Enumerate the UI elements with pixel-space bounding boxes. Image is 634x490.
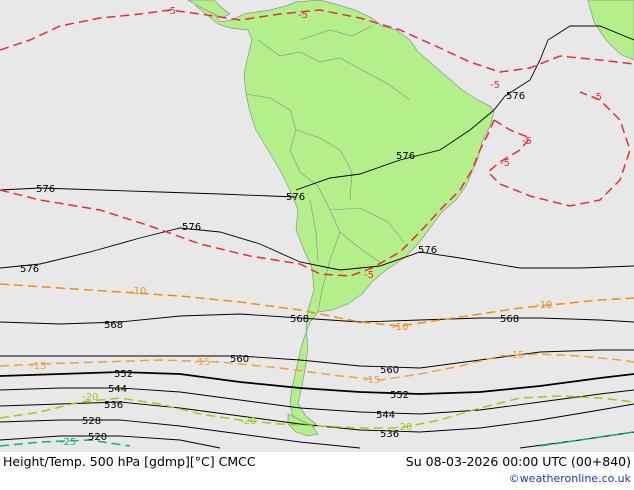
height-label: 552 xyxy=(114,369,133,380)
temp-label: -5 xyxy=(166,6,176,17)
temp-label: -20 xyxy=(396,422,412,433)
contour-544 xyxy=(0,387,634,415)
temp-label: -10 xyxy=(536,300,552,311)
height-label: 544 xyxy=(376,410,395,421)
height-labels: 576 576 576 576 576 576 576 568 568 568 … xyxy=(20,91,525,443)
temp-label: -15 xyxy=(364,375,380,386)
height-label: 576 xyxy=(182,222,201,233)
temp-label: -5 xyxy=(500,158,510,169)
height-label: 560 xyxy=(380,365,399,376)
height-label: 528 xyxy=(82,416,101,427)
contour-576-south xyxy=(0,227,634,271)
isotherm-minus5-atlantic xyxy=(486,91,631,207)
contour-560 xyxy=(0,349,634,369)
temp-label: -5 xyxy=(364,270,374,281)
height-label: 576 xyxy=(396,151,415,162)
isotherm-minus5-north xyxy=(0,9,634,73)
central-america-land xyxy=(187,0,231,19)
temp-label: -5 xyxy=(490,80,500,91)
temp-label: -15 xyxy=(194,357,210,368)
contour-528 xyxy=(0,419,361,449)
isotherm-minus10 xyxy=(0,283,634,327)
temp-label: -10 xyxy=(130,286,146,297)
height-label: 568 xyxy=(104,320,123,331)
height-label: 544 xyxy=(108,384,127,395)
height-label: 576 xyxy=(286,192,305,203)
temp-label: -5 xyxy=(522,136,532,147)
tierra-del-fuego-land xyxy=(287,413,319,437)
temp-label: -20 xyxy=(82,392,98,403)
africa-land xyxy=(587,0,634,61)
temp-label: -10 xyxy=(392,322,408,333)
height-label: 568 xyxy=(500,314,519,325)
height-label: 576 xyxy=(418,245,437,256)
height-label: 520 xyxy=(88,432,107,443)
temperature-labels: -5 -5 -5 -5 -5 -5 -5 -10 -10 -10 -15 -15… xyxy=(30,6,602,448)
isotherm-minus25 xyxy=(0,439,131,447)
temp-label: -15 xyxy=(508,350,524,361)
height-label: 568 xyxy=(290,314,309,325)
valid-time: Su 08-03-2026 00:00 UTC (00+840) xyxy=(405,454,631,469)
height-label: 536 xyxy=(104,400,123,411)
height-label: 560 xyxy=(230,354,249,365)
map-title: Height/Temp. 500 hPa [gdmp][°C] CMCC xyxy=(3,454,256,469)
contour-576-west xyxy=(0,187,297,198)
isotherm-minus20 xyxy=(0,395,634,429)
south-america-land xyxy=(192,0,495,431)
height-label: 576 xyxy=(20,264,39,275)
height-label: 536 xyxy=(380,429,399,440)
temp-label: -15 xyxy=(30,361,46,372)
contour-536 xyxy=(0,401,634,433)
country-borders xyxy=(245,25,411,313)
height-contours xyxy=(0,25,634,449)
isotherm-minus15 xyxy=(0,353,634,381)
contour-520 xyxy=(0,435,221,449)
contour-552 xyxy=(0,371,634,395)
height-label: 552 xyxy=(390,390,409,401)
contour-576-north xyxy=(295,25,634,191)
map-footer: Height/Temp. 500 hPa [gdmp][°C] CMCC Su … xyxy=(0,452,634,490)
temp-label: -20 xyxy=(240,416,256,427)
land-layer xyxy=(187,0,634,437)
temp-label: -5 xyxy=(592,92,602,103)
height-label: 576 xyxy=(506,91,525,102)
height-label: 576 xyxy=(36,184,55,195)
temp-label: -5 xyxy=(298,10,308,21)
credit-link[interactable]: ©weatheronline.co.uk xyxy=(508,472,631,485)
temp-label: -25 xyxy=(60,437,76,448)
temperature-isotherms xyxy=(0,9,634,447)
contour-568 xyxy=(0,313,634,325)
isotherm-minus5-main xyxy=(0,119,495,277)
